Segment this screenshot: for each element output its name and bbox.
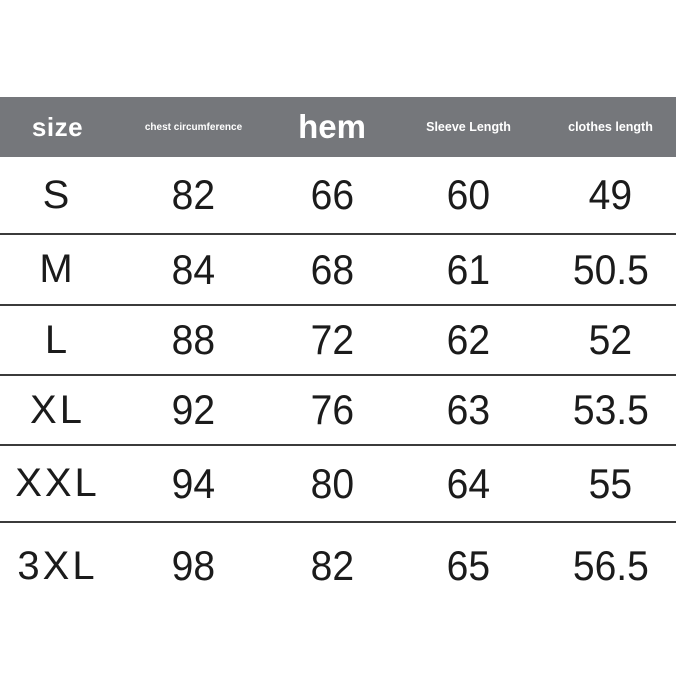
sleeve-length-value: 64 bbox=[446, 459, 491, 507]
sleeve-length-value: 62 bbox=[446, 316, 491, 363]
chest-circumference-value: 82 bbox=[171, 171, 216, 218]
table-header: size chest circumference hem Sleeve Leng… bbox=[0, 97, 676, 157]
sleeve-length-value: 60 bbox=[446, 171, 491, 218]
clothes-length-value: 56.5 bbox=[572, 542, 649, 589]
clothes-length-value: 53.5 bbox=[572, 386, 649, 433]
size-label: 3XL bbox=[17, 543, 98, 588]
clothes-length-value: 52 bbox=[588, 316, 633, 363]
clothes-length-value: 50.5 bbox=[572, 245, 649, 293]
hem-value: 76 bbox=[310, 386, 354, 433]
size-label: XL bbox=[30, 387, 85, 432]
size-label: S bbox=[42, 172, 73, 217]
hem-value: 80 bbox=[310, 459, 354, 507]
chest-circumference-value: 98 bbox=[171, 542, 216, 589]
clothes-length-value: 49 bbox=[588, 171, 633, 218]
size-table: size chest circumference hem Sleeve Leng… bbox=[0, 97, 676, 609]
sleeve-length-value: 61 bbox=[446, 245, 491, 293]
column-header-clothes-length: clothes length bbox=[568, 120, 653, 134]
chest-circumference-value: 94 bbox=[171, 459, 216, 507]
hem-value: 66 bbox=[310, 171, 354, 218]
table-row: L 88 72 62 52 bbox=[0, 306, 676, 376]
hem-value: 68 bbox=[310, 245, 354, 293]
column-header-hem: hem bbox=[298, 108, 366, 145]
size-label: M bbox=[39, 247, 76, 291]
column-header-sleeve-length: Sleeve Length bbox=[426, 120, 511, 134]
chest-circumference-value: 88 bbox=[171, 316, 216, 363]
table-row: XXL 94 80 64 55 bbox=[0, 446, 676, 523]
hem-value: 82 bbox=[310, 542, 354, 589]
hem-value: 72 bbox=[310, 316, 354, 363]
sleeve-length-value: 65 bbox=[446, 542, 491, 589]
chest-circumference-value: 84 bbox=[171, 245, 216, 293]
table-row: 3XL 98 82 65 56.5 bbox=[0, 523, 676, 609]
sleeve-length-value: 63 bbox=[446, 386, 491, 433]
column-header-size: size bbox=[31, 111, 84, 142]
size-label: L bbox=[44, 317, 71, 362]
size-label: XXL bbox=[15, 461, 100, 505]
table-row: M 84 68 61 50.5 bbox=[0, 235, 676, 306]
table-row: S 82 66 60 49 bbox=[0, 157, 676, 235]
clothes-length-value: 55 bbox=[588, 459, 633, 507]
column-header-chest-circumference: chest circumference bbox=[144, 121, 243, 133]
table-body: S 82 66 60 49 M 84 68 61 50.5 L 88 72 62… bbox=[0, 157, 676, 609]
table-row: XL 92 76 63 53.5 bbox=[0, 376, 676, 446]
chest-circumference-value: 92 bbox=[171, 386, 216, 433]
